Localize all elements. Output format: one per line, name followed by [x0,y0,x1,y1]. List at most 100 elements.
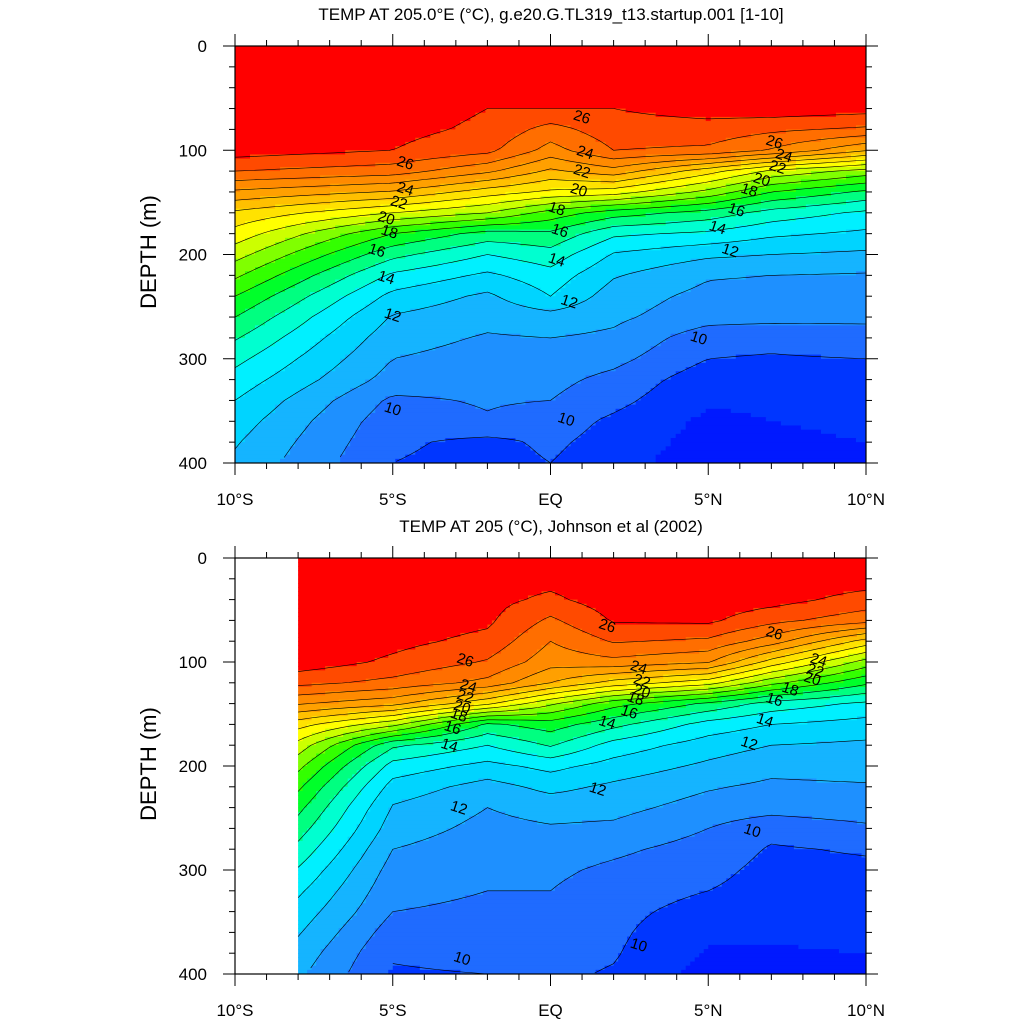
field-cell [298,745,308,750]
field-cell [383,766,448,771]
field-cell [442,732,484,738]
field-cell [573,736,624,742]
field-cell [240,312,276,318]
field-cell [415,736,466,742]
field-cell [536,620,565,626]
field-cell [285,333,326,339]
field-cell [379,828,448,834]
field-cell [365,894,466,900]
field-cell [311,774,335,780]
field-cell [500,146,542,151]
field-cell [658,907,866,913]
field-cell [235,392,246,397]
field-cell [375,375,587,381]
field-cell [298,662,358,667]
field-cell [527,695,565,701]
field-cell [340,362,386,368]
field-cell [383,861,601,867]
field-cell [811,662,845,667]
field-cell [325,371,381,377]
field-cell [670,204,737,210]
field-cell [392,695,448,701]
field-cell [305,221,366,226]
field-cell [495,271,582,276]
field-cell [440,279,522,285]
field-cell [360,308,411,314]
field-cell [235,429,251,435]
field-cell [860,141,866,147]
field-cell [450,233,577,239]
field-cell [645,154,737,160]
field-cell [298,628,479,634]
field-cell [500,612,601,617]
field-cell [748,861,866,867]
field-cell [715,200,762,206]
field-cell [295,283,331,289]
field-cell [440,183,512,189]
x-tick-label: 5°S [379,1001,407,1020]
field-cell [343,766,362,771]
field-cell [753,607,866,613]
field-cell [395,287,542,293]
field-cell [420,208,502,214]
field-cell [330,183,441,189]
field-cell [735,225,866,231]
field-cell [374,757,403,763]
field-cell [615,179,667,185]
field-cell [699,953,866,958]
field-cell [816,741,866,746]
field-cell [505,166,657,172]
field-cell [235,75,866,80]
contour-line [298,627,866,705]
field-cell [582,674,664,680]
field-cell [370,412,612,418]
field-cell [595,607,754,613]
field-cell [565,146,612,151]
contour-line [235,168,866,262]
field-cell [532,624,574,630]
field-cell [379,720,412,725]
contour-line [297,666,866,772]
field-cell [275,342,316,347]
field-cell [250,429,306,435]
field-cell [705,229,847,235]
field-cell [298,915,317,921]
field-cell [757,653,786,659]
field-cell [525,304,572,310]
contour-label: 12 [559,291,580,312]
field-cell [290,267,331,272]
field-cell [753,637,795,642]
field-cell [311,757,335,763]
panel-observed-ylabel: DEPTH (m) [136,707,161,821]
field-cell [636,686,709,692]
field-cell [235,200,331,206]
contour-label: 24 [574,142,595,163]
field-cell [575,275,617,281]
field-cell [535,125,572,130]
field-cell [325,865,353,871]
field-cell [712,732,866,738]
field-cell [573,624,759,630]
temperature-field-model [235,46,866,463]
contour-label: 12 [448,797,469,818]
field-cell [530,171,587,176]
field-cell [383,865,588,871]
field-cell [520,221,587,226]
field-cell [388,815,470,821]
field-cell [352,832,380,838]
field-cell [235,171,411,176]
field-cell [406,716,439,721]
field-cell [654,695,718,701]
field-cell [536,753,565,759]
field-cell [300,354,346,360]
field-cell [343,882,376,888]
field-cell [385,367,617,372]
field-cell [440,166,507,172]
field-cell [676,799,866,805]
field-cell [415,229,486,235]
field-cell [555,641,736,646]
field-cell [640,749,745,755]
field-cell [681,836,866,842]
field-cell [235,83,866,89]
